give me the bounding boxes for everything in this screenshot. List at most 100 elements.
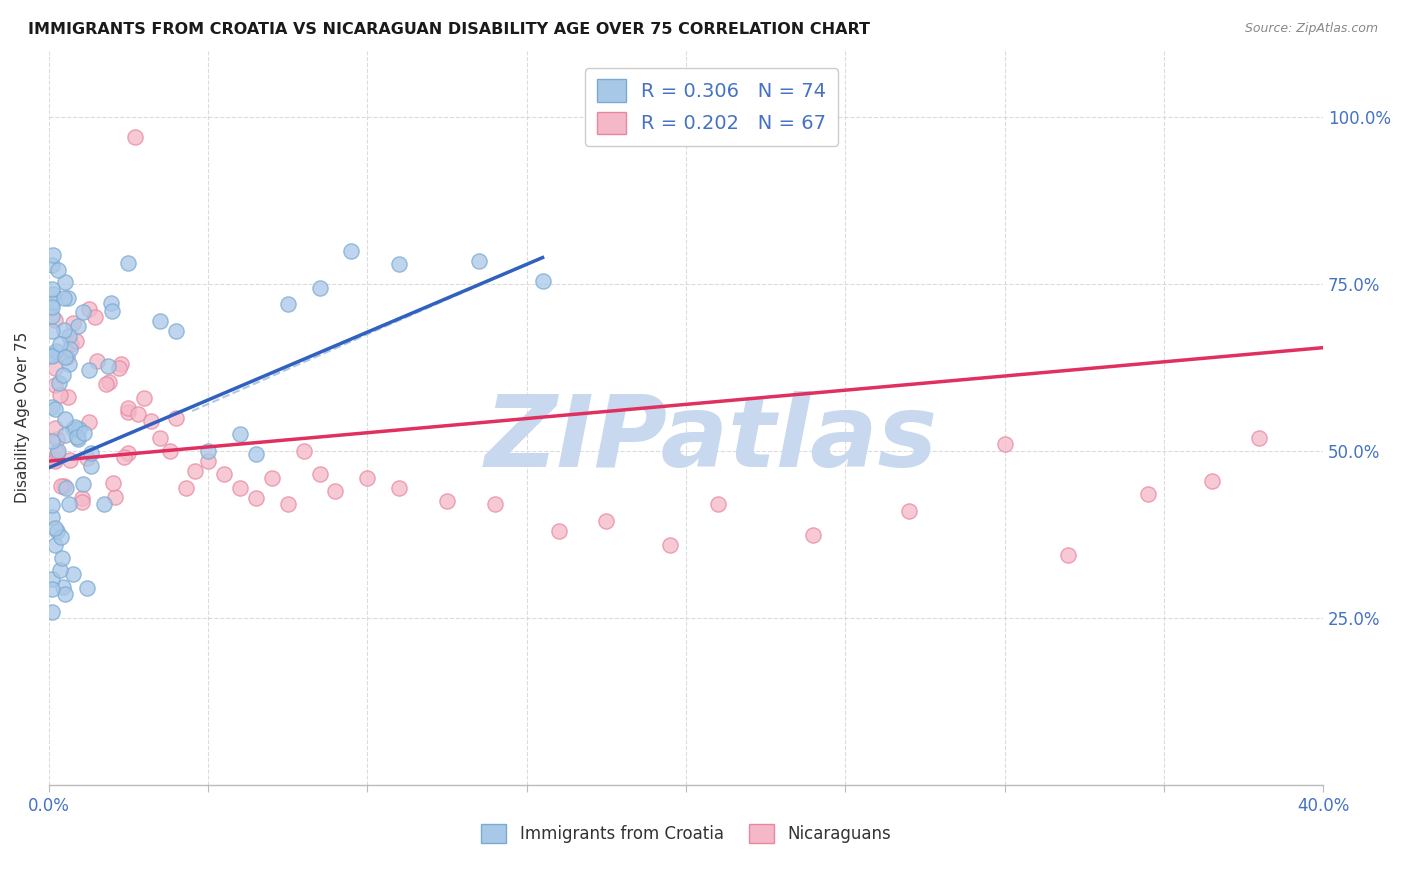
Point bbox=[44, 378, 66, 392]
Point bbox=[65, 334, 87, 348]
Point bbox=[149, 431, 172, 445]
Point bbox=[340, 244, 363, 258]
Point bbox=[356, 471, 378, 485]
Point bbox=[134, 391, 156, 405]
Point bbox=[52, 291, 75, 305]
Point bbox=[124, 130, 146, 145]
Point bbox=[229, 427, 252, 442]
Point bbox=[531, 274, 554, 288]
Point bbox=[436, 494, 458, 508]
Point bbox=[308, 467, 330, 482]
Point bbox=[72, 476, 94, 491]
Point bbox=[48, 444, 70, 458]
Point bbox=[58, 497, 80, 511]
Point bbox=[149, 314, 172, 328]
Point bbox=[79, 459, 101, 474]
Point bbox=[41, 259, 63, 273]
Point bbox=[388, 257, 411, 271]
Point bbox=[197, 444, 219, 458]
Point bbox=[97, 359, 120, 373]
Point bbox=[104, 490, 127, 504]
Point bbox=[468, 253, 491, 268]
Point bbox=[41, 348, 63, 362]
Point bbox=[67, 422, 90, 436]
Point bbox=[184, 464, 207, 478]
Point bbox=[49, 337, 72, 351]
Point bbox=[44, 538, 66, 552]
Point bbox=[41, 572, 63, 586]
Point bbox=[547, 524, 569, 538]
Point bbox=[53, 587, 76, 601]
Point bbox=[197, 454, 219, 468]
Point bbox=[659, 537, 682, 551]
Point bbox=[48, 376, 70, 390]
Point bbox=[277, 498, 299, 512]
Point bbox=[117, 446, 139, 460]
Point bbox=[117, 256, 139, 270]
Point bbox=[707, 498, 730, 512]
Point bbox=[58, 357, 80, 371]
Point bbox=[94, 377, 117, 392]
Point bbox=[229, 481, 252, 495]
Point bbox=[1057, 548, 1080, 562]
Text: ZIPatlas: ZIPatlas bbox=[485, 392, 938, 488]
Point bbox=[41, 349, 63, 363]
Point bbox=[62, 316, 84, 330]
Point bbox=[110, 357, 132, 371]
Point bbox=[79, 446, 101, 460]
Point bbox=[165, 410, 187, 425]
Point bbox=[76, 451, 98, 466]
Point bbox=[58, 390, 80, 404]
Point bbox=[67, 318, 90, 333]
Point bbox=[76, 581, 98, 595]
Point bbox=[41, 498, 63, 512]
Y-axis label: Disability Age Over 75: Disability Age Over 75 bbox=[15, 332, 30, 503]
Point bbox=[77, 415, 100, 429]
Point bbox=[159, 444, 181, 458]
Point bbox=[70, 491, 93, 505]
Point bbox=[56, 291, 79, 305]
Point bbox=[41, 282, 63, 296]
Point bbox=[1136, 487, 1159, 501]
Point bbox=[72, 425, 94, 440]
Point bbox=[60, 337, 83, 351]
Point bbox=[117, 401, 139, 415]
Point bbox=[484, 498, 506, 512]
Point bbox=[139, 414, 162, 428]
Point bbox=[127, 408, 149, 422]
Point bbox=[165, 324, 187, 338]
Point bbox=[62, 422, 84, 436]
Point bbox=[48, 563, 70, 577]
Point bbox=[53, 428, 76, 442]
Point bbox=[388, 481, 411, 495]
Point bbox=[51, 530, 73, 544]
Point bbox=[53, 275, 76, 289]
Point bbox=[117, 405, 139, 419]
Point bbox=[44, 343, 66, 358]
Point bbox=[42, 286, 65, 301]
Point bbox=[46, 524, 69, 538]
Point bbox=[52, 368, 75, 383]
Point bbox=[325, 484, 347, 499]
Point bbox=[59, 342, 82, 356]
Point bbox=[308, 280, 330, 294]
Point bbox=[62, 567, 84, 582]
Point bbox=[112, 450, 135, 464]
Point bbox=[101, 476, 124, 491]
Point bbox=[66, 430, 89, 444]
Point bbox=[46, 263, 69, 277]
Point bbox=[44, 420, 66, 434]
Point bbox=[77, 301, 100, 316]
Point bbox=[41, 605, 63, 619]
Point bbox=[98, 375, 121, 389]
Point bbox=[260, 471, 283, 485]
Point bbox=[41, 309, 63, 323]
Point bbox=[70, 495, 93, 509]
Point bbox=[93, 497, 115, 511]
Point bbox=[41, 510, 63, 524]
Point bbox=[63, 419, 86, 434]
Point bbox=[52, 580, 75, 594]
Point bbox=[108, 360, 131, 375]
Point bbox=[67, 432, 90, 446]
Point bbox=[897, 504, 920, 518]
